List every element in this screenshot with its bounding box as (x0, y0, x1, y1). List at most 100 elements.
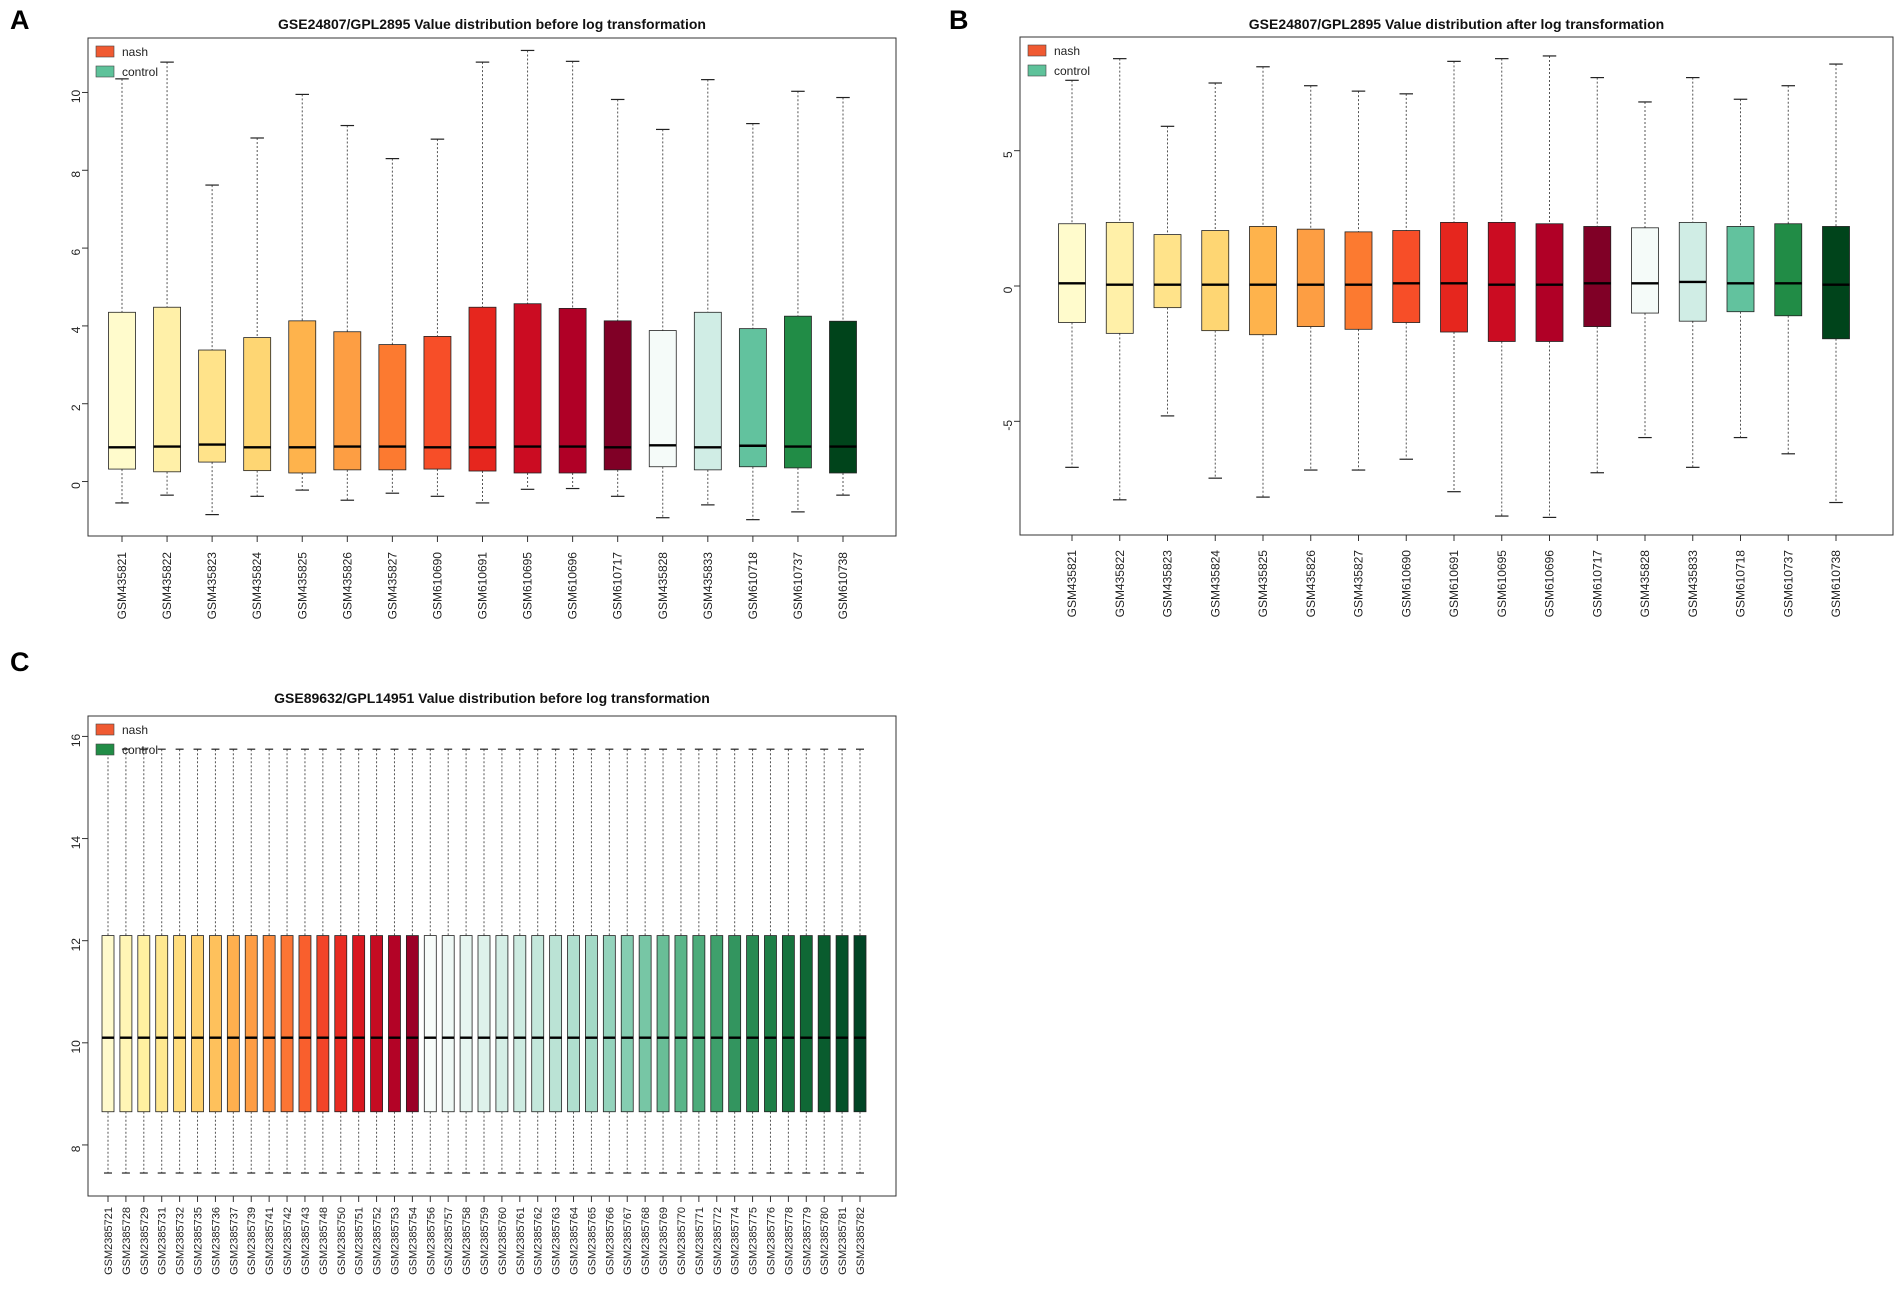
x-tick-label: GSM2385753 (389, 1207, 401, 1275)
x-tick-label: GSM435827 (385, 552, 399, 620)
box-GSM610738 (829, 320, 857, 474)
box-GSM2385756 (423, 935, 437, 1113)
x-tick-label: GSM610691 (476, 552, 490, 620)
x-tick-label: GSM435826 (1304, 550, 1318, 618)
box-GSM2385751 (352, 935, 366, 1113)
x-tick-label: GSM435822 (1113, 550, 1127, 618)
box-GSM2385779 (799, 935, 813, 1113)
x-tick-label: GSM2385737 (228, 1207, 240, 1275)
x-tick-label: GSM2385735 (193, 1207, 205, 1275)
x-tick-label: GSM2385770 (676, 1207, 688, 1275)
box-GSM610717 (1583, 226, 1612, 327)
box-GSM2385758 (459, 935, 473, 1113)
box-GSM610737 (1774, 223, 1803, 317)
box-GSM435824 (1201, 230, 1230, 332)
x-tick-label: GSM2385772 (712, 1207, 724, 1275)
y-tick-label: 5 (1001, 151, 1015, 158)
x-tick-label: GSM2385757 (443, 1207, 455, 1275)
x-tick-label: GSM2385779 (801, 1207, 813, 1275)
x-tick-label: GSM2385764 (569, 1207, 581, 1275)
box-GSM2385765 (585, 935, 598, 1113)
x-tick-label: GSM2385731 (157, 1207, 169, 1275)
box-GSM2385754 (405, 935, 419, 1113)
box-GSM610718 (738, 328, 767, 468)
box-GSM2385750 (334, 935, 348, 1113)
box-GSM2385780 (817, 935, 831, 1113)
x-tick-label: GSM2385765 (586, 1207, 598, 1275)
box-GSM2385772 (710, 935, 724, 1113)
x-tick-label: GSM2385775 (748, 1207, 760, 1275)
x-tick-label: GSM2385769 (658, 1207, 670, 1275)
x-tick-label: GSM435827 (1352, 550, 1366, 618)
x-tick-label: GSM610696 (1543, 550, 1557, 618)
x-tick-label: GSM610717 (611, 552, 625, 620)
legend-swatch-control (1027, 64, 1047, 77)
box-GSM2385771 (692, 935, 706, 1113)
box-GSM610691 (468, 306, 497, 472)
box-GSM610738 (1822, 226, 1850, 340)
legend-swatch-nash (95, 723, 115, 736)
box-GSM2385735 (191, 935, 204, 1113)
box-GSM610718 (1726, 226, 1755, 313)
legend-label-nash: nash (122, 45, 148, 59)
box-GSM2385761 (513, 935, 527, 1113)
box-GSM435833 (1678, 221, 1707, 322)
y-tick-label: 4 (69, 326, 83, 333)
x-tick-label: GSM2385759 (479, 1207, 491, 1275)
box-GSM435827 (378, 344, 407, 471)
box-GSM610690 (1392, 230, 1421, 323)
box-GSM435827 (1344, 231, 1373, 330)
x-tick-label: GSM2385760 (497, 1207, 509, 1275)
x-tick-label: GSM610737 (791, 552, 805, 620)
legend-swatch-nash (1027, 44, 1047, 57)
y-tick-label: 2 (69, 404, 83, 411)
y-tick-label: 0 (1001, 286, 1015, 293)
box-GSM2385770 (674, 935, 688, 1113)
box-GSM2385748 (316, 935, 330, 1113)
box-GSM610717 (603, 320, 632, 471)
x-tick-label: GSM2385739 (246, 1207, 258, 1275)
box-GSM435825 (1249, 226, 1277, 336)
y-tick-label: -5 (1001, 420, 1015, 431)
panel-letter-a: A (10, 5, 30, 35)
box-GSM435833 (693, 311, 722, 471)
x-tick-label: GSM2385767 (622, 1207, 634, 1275)
x-tick-label: GSM2385766 (604, 1207, 616, 1275)
box-GSM2385759 (477, 935, 491, 1113)
box-GSM610695 (1487, 221, 1516, 342)
legend-swatch-control (95, 65, 115, 78)
x-tick-label: GSM2385774 (730, 1207, 742, 1275)
box-GSM2385778 (781, 935, 795, 1113)
panel-a: A GSE24807/GPL2895 Value distribution bef… (10, 5, 897, 620)
y-tick-label: 8 (69, 1145, 83, 1152)
box-GSM435821 (108, 311, 136, 470)
x-tick-label: GSM2385768 (640, 1207, 652, 1275)
x-tick-label: GSM610738 (836, 552, 850, 620)
box-GSM435822 (1105, 221, 1134, 334)
box-GSM2385731 (155, 935, 169, 1113)
box-GSM435826 (1296, 228, 1325, 327)
box-GSM2385763 (549, 935, 563, 1113)
box-GSM2385782 (853, 935, 867, 1113)
x-tick-label: GSM610718 (746, 552, 760, 620)
y-tick-label: 12 (69, 938, 83, 952)
box-GSM435828 (648, 330, 677, 468)
x-tick-label: GSM610738 (1829, 550, 1843, 618)
box-GSM2385762 (531, 935, 545, 1113)
x-tick-label: GSM2385748 (318, 1207, 330, 1275)
box-GSM2385781 (835, 935, 849, 1113)
legend-label-nash: nash (122, 723, 148, 737)
x-tick-label: GSM2385742 (282, 1207, 294, 1275)
x-tick-label: GSM2385751 (354, 1207, 366, 1275)
box-GSM2385760 (495, 935, 509, 1113)
chart-title: GSE24807/GPL2895 Value distribution afte… (1249, 16, 1664, 32)
panel-letter-b: B (949, 5, 969, 35)
x-tick-label: GSM435821 (1065, 550, 1079, 618)
box-GSM435826 (333, 331, 362, 471)
x-tick-label: GSM2385758 (461, 1207, 473, 1275)
x-tick-label: GSM610737 (1781, 550, 1795, 618)
box-GSM2385752 (370, 935, 383, 1113)
x-tick-label: GSM435821 (115, 552, 129, 620)
x-tick-label: GSM2385750 (336, 1207, 348, 1275)
